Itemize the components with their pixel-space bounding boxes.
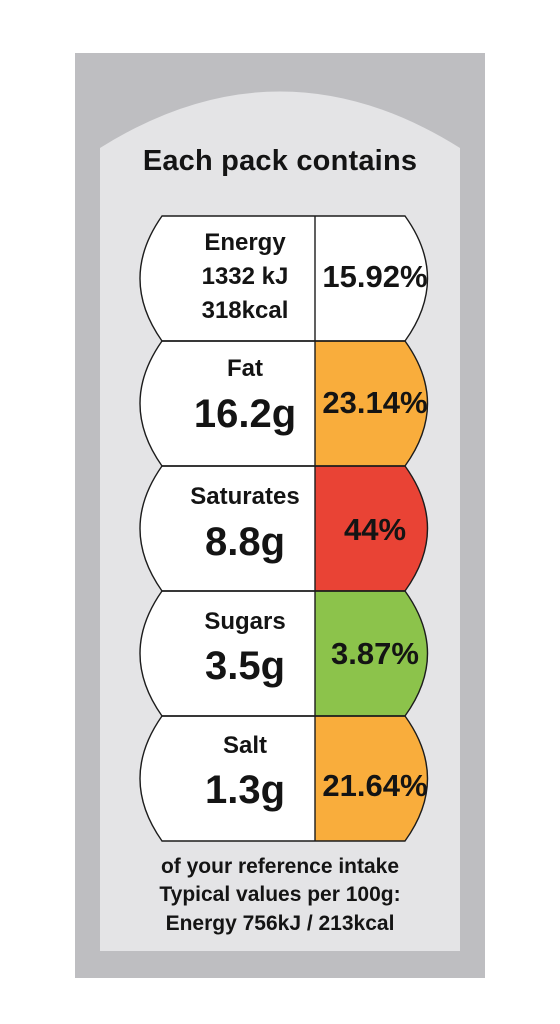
energy-percent-section xyxy=(315,216,428,341)
sugars-amount: 3.5g xyxy=(204,644,286,688)
fat-amount: 16.2g xyxy=(193,392,297,436)
sugars-name-section xyxy=(140,591,315,716)
cell-outlines xyxy=(139,215,429,842)
reference-intake-note: of your reference intake xyxy=(160,855,400,878)
sugars-cell-shape xyxy=(140,591,428,716)
fat-percent: 23.14% xyxy=(322,385,428,420)
sugars-label: Sugars xyxy=(204,608,286,635)
energy-percent: 15.92% xyxy=(322,259,428,294)
salt-percent-section xyxy=(315,716,428,841)
sugars-percent-section xyxy=(315,591,428,716)
energy-kcal-value: 318kcal xyxy=(201,297,289,324)
energy-name-section xyxy=(140,216,315,341)
energy-per-100g-note: Energy 756kJ / 213kcal xyxy=(165,912,395,935)
salt-cell-shape xyxy=(140,716,428,841)
energy-cell-shape xyxy=(140,216,428,341)
saturates-name-section xyxy=(140,466,315,591)
saturates-amount: 8.8g xyxy=(204,520,286,564)
fat-label: Fat xyxy=(227,355,263,382)
sugars-percent: 3.87% xyxy=(331,636,419,671)
fat-cell-shape xyxy=(140,341,428,466)
salt-label: Salt xyxy=(222,732,267,759)
salt-amount: 1.3g xyxy=(204,768,286,812)
typical-values-note: Typical values per 100g: xyxy=(159,883,401,906)
pack-heading: Each pack contains xyxy=(142,145,418,177)
saturates-cell-shape xyxy=(140,466,428,591)
salt-name-section xyxy=(140,716,315,841)
saturates-percent: 44% xyxy=(343,512,407,547)
saturates-percent-section xyxy=(315,466,428,591)
saturates-label: Saturates xyxy=(190,483,300,510)
fat-name-section xyxy=(140,341,315,466)
energy-kj-value: 1332 kJ xyxy=(201,263,289,290)
salt-percent: 21.64% xyxy=(322,768,428,803)
fat-percent-section xyxy=(315,341,428,466)
energy-label: Energy xyxy=(204,229,286,256)
